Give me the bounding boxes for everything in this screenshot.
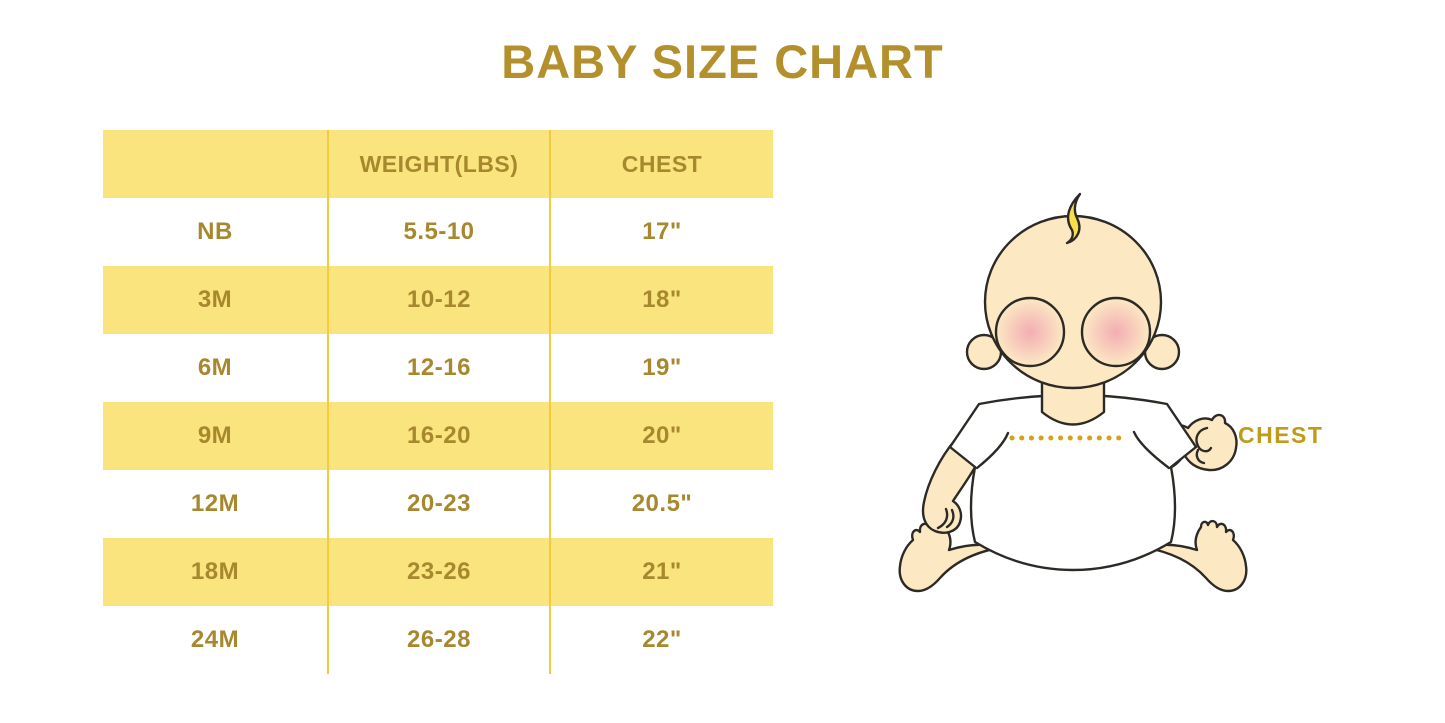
size-cell: 6M xyxy=(197,354,233,381)
weight-cell: 10-12 xyxy=(327,266,549,334)
table-row: NB 5.5-10 17" xyxy=(103,198,773,266)
baby-fist-knuckles xyxy=(1195,426,1213,465)
size-cell: 3M xyxy=(197,286,233,313)
size-cell: 12M xyxy=(190,490,240,517)
header-size xyxy=(103,130,327,198)
baby-head xyxy=(983,214,1163,390)
weight-cell: 16-20 xyxy=(327,402,549,470)
size-cell: 24M xyxy=(190,626,240,653)
chest-cell: 21" xyxy=(549,538,773,606)
baby-left-leg xyxy=(898,519,1012,593)
table-row: 12M 20-23 20.5" xyxy=(103,470,773,538)
weight-cell: 23-26 xyxy=(327,538,549,606)
table-row: 3M 10-12 18" xyxy=(103,266,773,334)
chest-cell: 20.5" xyxy=(549,470,773,538)
chest-measurement-label: CHEST xyxy=(1238,422,1324,448)
size-cell: 9M xyxy=(197,422,233,449)
table-row: 9M 16-20 20" xyxy=(103,402,773,470)
table-row: 24M 26-28 22" xyxy=(103,606,773,674)
header-chest: CHEST xyxy=(549,130,773,198)
table-row: 6M 12-16 19" xyxy=(103,334,773,402)
baby-right-leg xyxy=(1134,519,1248,593)
table-row: 18M 23-26 21" xyxy=(103,538,773,606)
sleeve-notch-left xyxy=(975,431,1010,470)
baby-illustration xyxy=(880,190,1340,610)
weight-cell: 26-28 xyxy=(327,606,549,674)
table-header-row: WEIGHT(LBS) CHEST xyxy=(103,130,773,198)
baby-blush-left xyxy=(994,296,1066,368)
sleeve-notch-right xyxy=(1132,430,1171,470)
size-table: WEIGHT(LBS) CHEST NB 5.5-10 17" 3M 10-12… xyxy=(103,130,773,674)
weight-cell: 12-16 xyxy=(327,334,549,402)
weight-cell: 20-23 xyxy=(327,470,549,538)
chest-cell: 19" xyxy=(549,334,773,402)
size-cell: NB xyxy=(197,218,233,245)
baby-blush-right xyxy=(1080,296,1152,368)
chest-cell: 18" xyxy=(549,266,773,334)
header-weight: WEIGHT(LBS) xyxy=(327,130,549,198)
size-cell: 18M xyxy=(190,558,240,585)
page-title: BABY SIZE CHART xyxy=(501,35,944,88)
chest-cell: 20" xyxy=(549,402,773,470)
baby-hair-tuft xyxy=(1065,192,1082,245)
weight-cell: 5.5-10 xyxy=(327,198,549,266)
chest-cell: 17" xyxy=(549,198,773,266)
chest-cell: 22" xyxy=(549,606,773,674)
baby-left-hand-fingers xyxy=(936,507,955,530)
